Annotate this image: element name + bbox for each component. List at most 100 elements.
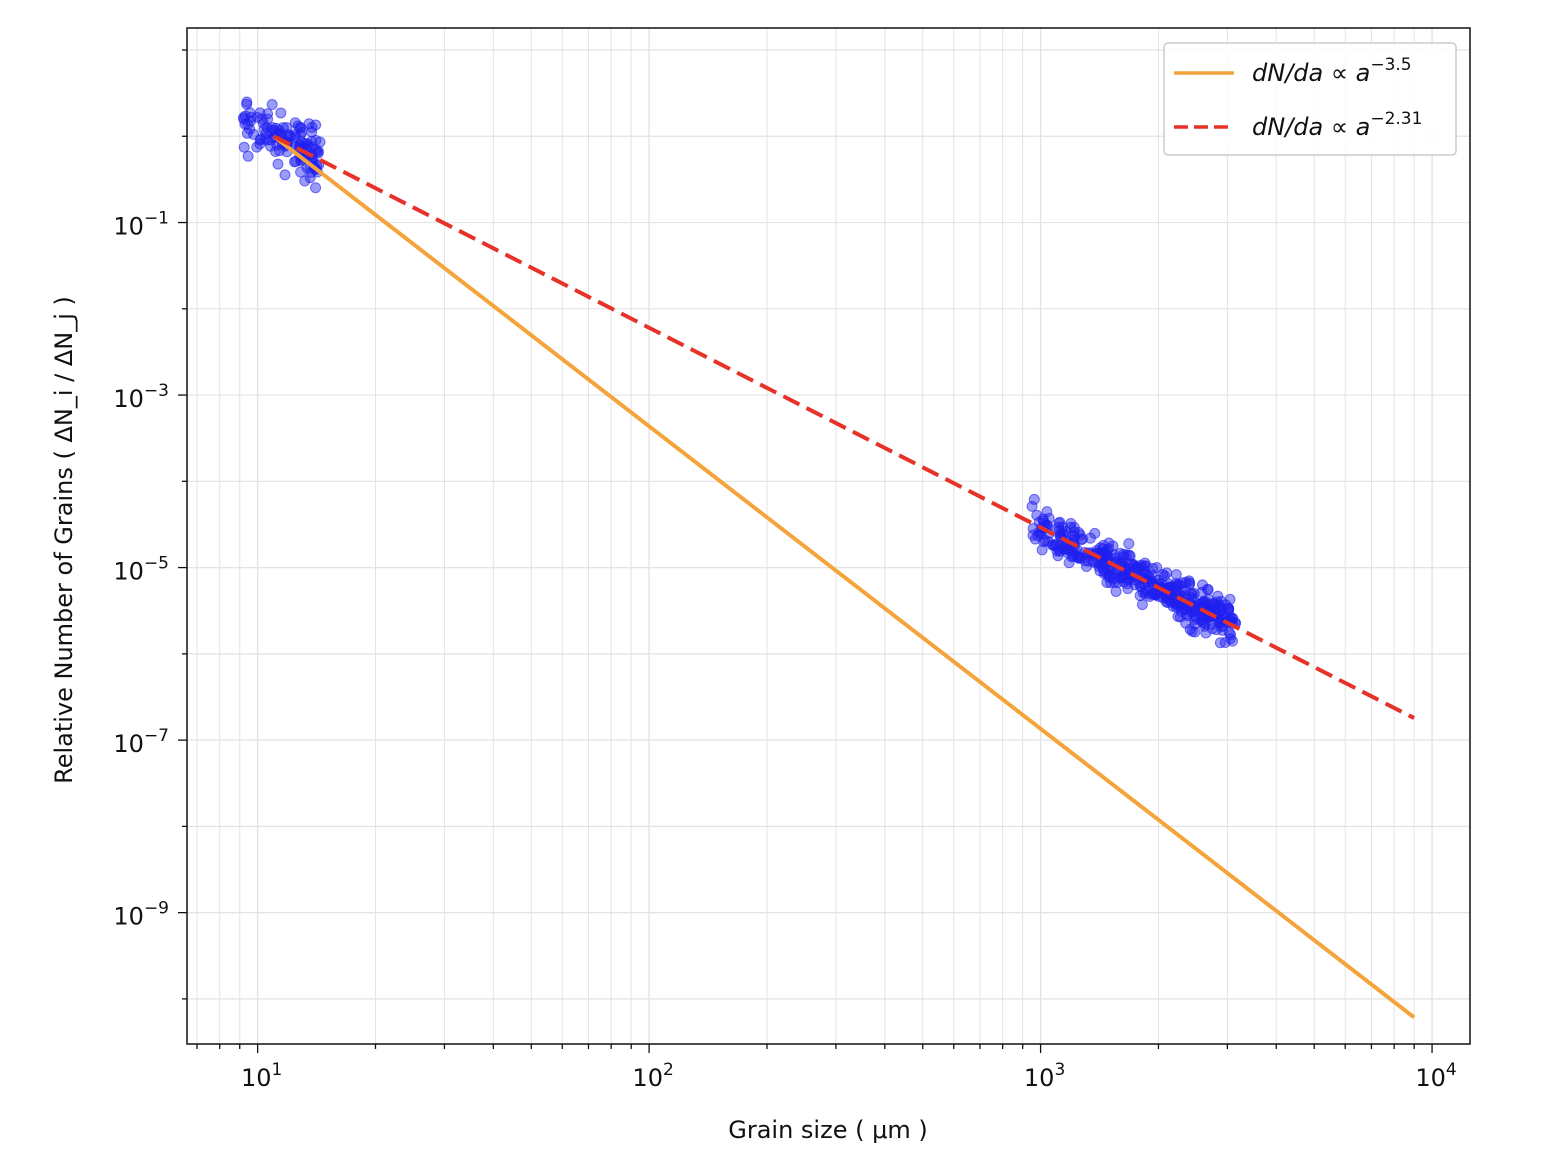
scatter-point [314, 136, 326, 148]
x-tick-label: 104 [1415, 1060, 1456, 1092]
scatter-point [275, 107, 287, 119]
scatter-point [1036, 544, 1048, 556]
x-tick-label-exp: 2 [663, 1060, 674, 1080]
scatter-point [1026, 500, 1038, 512]
scatter-point [295, 122, 307, 134]
scatter-point [1122, 574, 1134, 586]
scatter-point [1224, 633, 1236, 645]
legend-label-solid-base: dN/da ∝ a [1252, 59, 1370, 87]
scatter-point [1136, 599, 1148, 611]
x-tick-label-exp: 1 [272, 1060, 283, 1080]
scatter-point [242, 150, 254, 162]
series-layer [237, 96, 1416, 1019]
scatter-point [1084, 532, 1096, 544]
scatter-point [1184, 577, 1196, 589]
y-tick-label-exp: −5 [144, 554, 169, 574]
y-tick-label-base: 10 [113, 558, 144, 586]
scatter-point [1214, 637, 1226, 649]
scatter-point [1065, 517, 1077, 529]
scatter-point [1121, 578, 1133, 590]
scatter-point [1123, 538, 1135, 550]
x-tick-label-base: 10 [241, 1064, 272, 1092]
scatter-point [1053, 521, 1065, 533]
scatter-point [257, 117, 269, 129]
scatter-point [265, 140, 277, 152]
fit-line-dashed [272, 134, 1416, 720]
scatter-point [1028, 493, 1040, 505]
scatter-point [306, 121, 318, 133]
y-tick-label-base: 10 [113, 730, 144, 758]
y-tick-label: 10−9 [113, 899, 169, 931]
scatter-point [1118, 551, 1130, 563]
scatter-point [289, 156, 301, 168]
scatter-point [306, 135, 318, 147]
x-tick-label-base: 10 [632, 1064, 663, 1092]
y-tick-label: 10−1 [113, 209, 169, 241]
scatter-point [1107, 540, 1119, 552]
x-tick-label-exp: 4 [1446, 1060, 1457, 1080]
y-tick-label-base: 10 [113, 385, 144, 413]
x-axis-title: Grain size ( μm ) [728, 1116, 927, 1144]
scatter-point [266, 99, 278, 111]
scatter-point [1072, 550, 1084, 562]
scatter-point [251, 141, 263, 153]
scatter-point [1193, 598, 1205, 610]
scatter-point [1159, 570, 1171, 582]
y-tick-label: 10−3 [113, 381, 169, 413]
scatter-point [1104, 571, 1116, 583]
scatter-point [1110, 552, 1122, 564]
legend-label-dashed: dN/da ∝ a−2.31 [1252, 109, 1422, 141]
plot-background [187, 28, 1470, 1044]
scatter-point [1206, 623, 1218, 635]
scatter-point [1173, 579, 1185, 591]
scatter-point [279, 169, 291, 181]
legend-label-dashed-base: dN/da ∝ a [1252, 113, 1370, 141]
scatter-point [272, 158, 284, 170]
y-tick-label-base: 10 [113, 903, 144, 931]
legend-box [1163, 42, 1457, 156]
scatter-point [1190, 612, 1202, 624]
scatter-point [1186, 625, 1198, 637]
fit-line-solid [272, 134, 1416, 1019]
y-tick-label-exp: −9 [144, 899, 169, 919]
scatter-point [1027, 529, 1039, 541]
scatter-point [273, 145, 285, 157]
scatter-point [242, 118, 254, 130]
scatter-point [239, 110, 251, 122]
scatter-point [295, 166, 307, 178]
plot-frame [186, 27, 1471, 1045]
scatter-point [1196, 579, 1208, 591]
legend-label-dashed-exp: −2.31 [1370, 109, 1422, 129]
scatter-point [248, 128, 260, 140]
x-tick-label-exp: 3 [1054, 1060, 1065, 1080]
scatter-point [1043, 512, 1055, 524]
scatter-point [1175, 605, 1187, 617]
scatter-point [267, 122, 279, 134]
y-tick-label-base: 10 [113, 213, 144, 241]
scatter-point [259, 133, 271, 145]
legend-label-solid-exp: −3.5 [1370, 55, 1411, 75]
scatter-point [1139, 557, 1151, 569]
x-tick-label: 103 [1024, 1060, 1065, 1092]
y-tick-label: 10−7 [113, 726, 169, 758]
x-tick-label: 102 [632, 1060, 673, 1092]
scatter-point [1062, 547, 1074, 559]
scatter-point [241, 98, 253, 110]
scatter-point [262, 113, 274, 125]
x-tick-label: 101 [241, 1060, 282, 1092]
scatter-point [299, 175, 311, 187]
scatter-point [310, 182, 322, 194]
legend: dN/da ∝ a−3.5 dN/da ∝ a−2.31 [1163, 42, 1457, 156]
scatter-point [304, 172, 316, 184]
y-tick-label-exp: −3 [144, 381, 169, 401]
scatter-point [1147, 562, 1159, 574]
scatter-point [283, 128, 295, 140]
x-tick-label-base: 10 [1024, 1064, 1055, 1092]
scatter-point [1211, 596, 1223, 608]
scatter-point [238, 141, 250, 153]
y-tick-label-exp: −1 [144, 209, 169, 229]
y-tick-label: 10−5 [113, 554, 169, 586]
scatter-point [1073, 526, 1085, 538]
